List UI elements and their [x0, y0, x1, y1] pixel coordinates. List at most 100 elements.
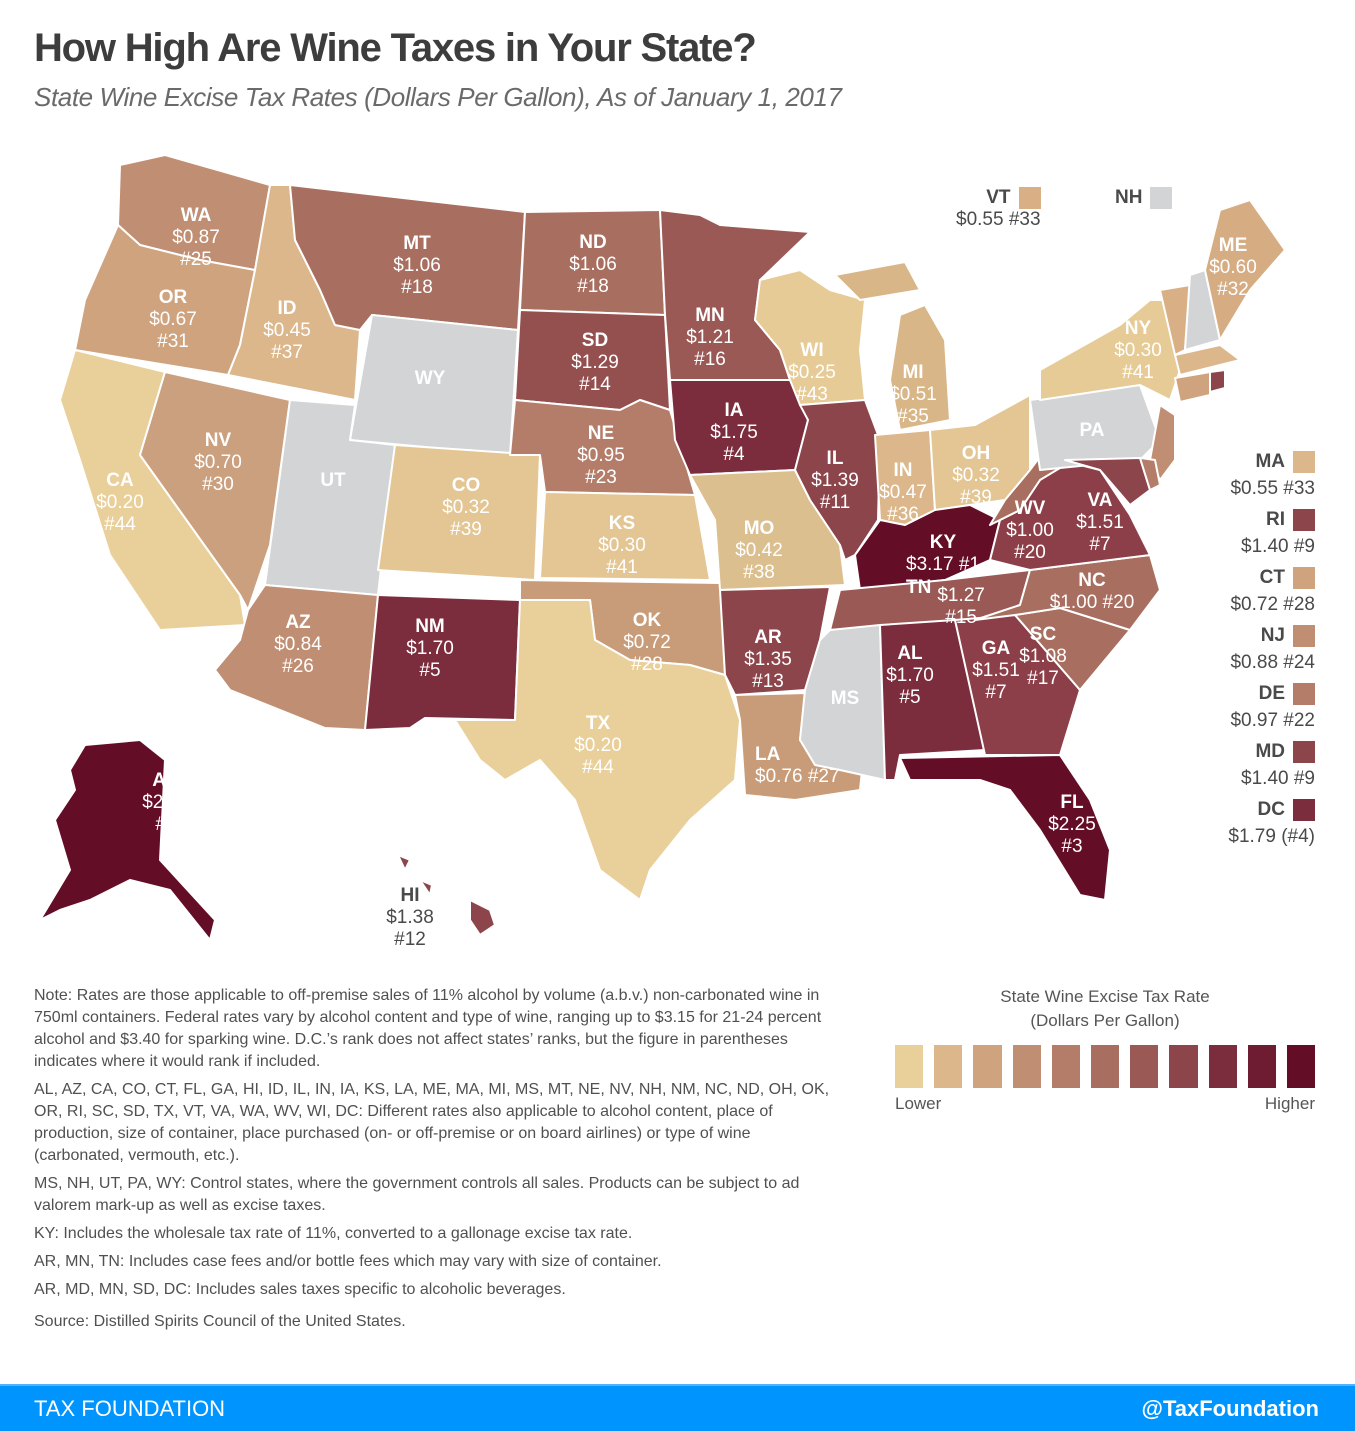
callout-NH: NH [1115, 187, 1173, 209]
small-state-DC: DC $1.79 (#4) [1228, 798, 1315, 847]
state-IL[interactable] [794, 399, 881, 561]
legend-swatch-5 [1051, 1045, 1080, 1088]
small-state-DE: DE $0.97 #22 [1230, 682, 1315, 731]
state-label-SC: SC $1.08 #17 [1019, 624, 1067, 689]
legend-swatch-1 [895, 1045, 924, 1088]
state-label-ID: ID $0.45 #37 [263, 298, 311, 363]
swatch-DC [1293, 798, 1315, 821]
legend-swatch-9 [1208, 1045, 1237, 1088]
note-4: KY: Includes the wholesale tax rate of 1… [34, 1225, 633, 1242]
state-label-FL: FL $2.25 #3 [1048, 792, 1096, 857]
swatch-VT [1018, 187, 1041, 209]
state-label-CO: CO $0.32 #39 [442, 475, 490, 540]
state-label-NY: NY $0.30 #41 [1114, 318, 1162, 383]
page-title: How High Are Wine Taxes in Your State? [34, 26, 757, 70]
legend-low-label: Lower [895, 1094, 942, 1113]
footer-brand: TAX FOUNDATION [34, 1395, 226, 1421]
legend-swatch-7 [1130, 1045, 1159, 1088]
note-3: MS, NH, UT, PA, WY: Control states, wher… [34, 1175, 800, 1214]
state-label-VA: VA $1.51 #7 [1076, 490, 1124, 555]
state-RI[interactable] [1209, 369, 1226, 393]
state-MI[interactable] [834, 261, 951, 431]
state-label-HI: HI $1.38 #12 [386, 885, 434, 950]
state-label-AZ: AZ $0.84 #26 [274, 612, 322, 677]
state-label-NV: NV $0.70 #30 [194, 430, 242, 495]
note-2: AL, AZ, CA, CO, CT, FL, GA, HI, ID, IL, … [34, 1081, 830, 1164]
state-label-KY: KY $3.17 #1 [906, 532, 980, 575]
legend-title-2: (Dollars Per Gallon) [1030, 1011, 1180, 1030]
footer-twitter-handle[interactable]: @TaxFoundation [1141, 1395, 1319, 1421]
state-label-GA: GA $1.51 #7 [972, 638, 1020, 703]
state-label-AL: AL $1.70 #5 [886, 643, 934, 708]
state-HI[interactable] [397, 854, 496, 936]
state-label-WI: WI $0.25 #43 [788, 340, 836, 405]
state-FL[interactable] [899, 754, 1111, 901]
state-DE[interactable] [1139, 457, 1161, 491]
state-CT[interactable] [1174, 371, 1211, 403]
state-label-CA: CA $0.20 #44 [96, 470, 144, 535]
state-label-AR: AR $1.35 #13 [744, 627, 792, 692]
legend-high-label: Higher [1264, 1094, 1315, 1113]
state-label-OR: OR $0.67 #31 [149, 287, 197, 352]
swatch-CT [1293, 566, 1315, 589]
page-subtitle: State Wine Excise Tax Rates (Dollars Per… [34, 82, 842, 112]
legend-swatch-10 [1247, 1045, 1276, 1088]
small-state-RI: RI $1.40 #9 [1241, 508, 1315, 557]
legend-swatch-11 [1286, 1045, 1316, 1088]
state-label-MN: MN $1.21 #16 [686, 305, 734, 370]
state-label-IL: IL $1.39 #11 [811, 448, 859, 513]
legend-swatch-4 [1012, 1045, 1041, 1088]
notes: Note: Rates are those applicable to off-… [34, 985, 834, 1339]
legend-swatch-8 [1169, 1045, 1198, 1088]
legend-title-1: State Wine Excise Tax Rate [1000, 987, 1210, 1006]
source-note: Source: Distilled Spirits Council of the… [34, 1313, 406, 1330]
state-MD[interactable] [1064, 457, 1151, 506]
small-state-NJ: NJ $0.88 #24 [1230, 624, 1315, 673]
map-shapes [39, 154, 1286, 941]
legend-swatch-3 [973, 1045, 1002, 1088]
state-AK[interactable] [39, 739, 216, 941]
state-label-WY: WY [414, 368, 446, 389]
state-label-MO: MO $0.42 #38 [735, 518, 783, 583]
state-label-PA: PA [1079, 420, 1105, 441]
state-label-WA: WA $0.87 #25 [172, 205, 220, 270]
state-label-WV: WV $1.00 #20 [1006, 498, 1054, 563]
small-state-CT: CT $0.72 #28 [1230, 566, 1315, 615]
small-states-list: MA $0.55 #33 RI $1.40 #9 CT $0.72 #28 NJ $0.… [1205, 448, 1315, 854]
callout-VT: VT $0.55 #33 [956, 187, 1041, 230]
state-label-OH: OH $0.32 #39 [952, 443, 1000, 508]
swatch-DE [1293, 682, 1315, 705]
swatch-MA [1293, 450, 1315, 473]
state-MA[interactable] [1174, 344, 1241, 376]
legend-swatch-6 [1090, 1045, 1120, 1088]
state-label-MS: MS [830, 688, 860, 709]
state-TX[interactable] [454, 599, 741, 901]
state-label-IN: IN $0.47 #36 [879, 460, 927, 525]
swatch-MD [1293, 740, 1315, 763]
legend-scale [895, 1045, 1316, 1088]
state-label-UT: UT [320, 470, 346, 491]
swatch-RI [1293, 508, 1315, 531]
color-legend: State Wine Excise Tax Rate (Dollars Per … [895, 985, 1316, 1114]
footer-bar: TAX FOUNDATION @TaxFoundation [0, 1384, 1355, 1431]
state-label-OK: OK $0.72 #28 [623, 610, 671, 675]
state-label-SD: SD $1.29 #14 [571, 330, 619, 395]
state-ME[interactable] [1204, 199, 1286, 341]
state-label-TN: TN $1.27 #15 [906, 577, 985, 628]
state-KS[interactable] [539, 491, 711, 581]
note-6: AR, MD, MN, SD, DC: Includes sales taxes… [34, 1281, 566, 1298]
state-label-NC: NC $1.00 #20 [1049, 570, 1135, 613]
state-label-IA: IA $1.75 #4 [710, 400, 758, 465]
small-state-MA: MA $0.55 #33 [1230, 450, 1315, 499]
note-5: AR, MN, TN: Includes case fees and/or bo… [34, 1253, 662, 1270]
state-label-MT: MT $1.06 #18 [393, 233, 441, 298]
state-label-ND: ND $1.06 #18 [569, 232, 617, 297]
swatch-NJ [1293, 624, 1315, 647]
state-label-NM: NM $1.70 #5 [406, 616, 454, 681]
swatch-NH [1150, 187, 1173, 209]
us-map: WA $0.87 #25 OR $0.67 #31 CA $0.20 #44 ID $0.45… [0, 130, 1355, 950]
state-label-AK: AK $2.50 #2 [142, 770, 190, 835]
state-label-NE: NE $0.95 #23 [577, 423, 625, 488]
state-label-LA: LA $0.76 #27 [755, 744, 840, 787]
state-label-TX: TX $0.20 #44 [574, 713, 622, 778]
